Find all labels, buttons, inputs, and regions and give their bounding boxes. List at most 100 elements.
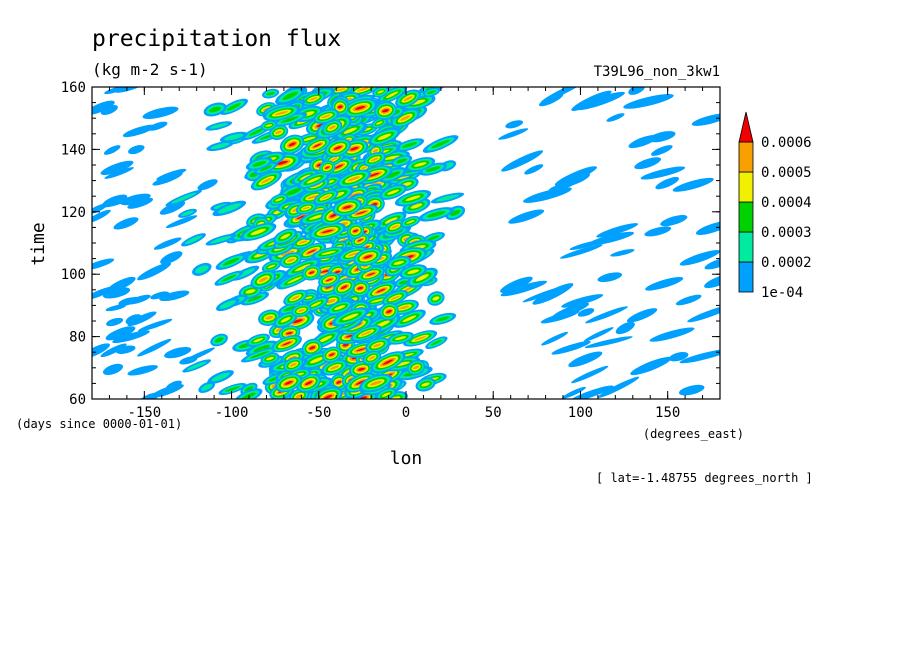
- precip-cell: [102, 194, 128, 207]
- colorbar-swatch: [738, 171, 754, 203]
- precip-contour: [369, 380, 382, 386]
- precip-contour: [413, 365, 420, 370]
- precip-contour: [280, 233, 291, 240]
- precip-contour: [282, 91, 298, 100]
- precip-cell: [218, 383, 247, 395]
- precip-cell: [392, 309, 426, 328]
- precip-cell: [394, 138, 425, 152]
- precip-cell: [634, 157, 662, 170]
- precip-contour: [102, 363, 124, 375]
- precip-cell: [386, 256, 412, 270]
- precip-cell: [319, 160, 336, 175]
- precip-cell: [179, 356, 198, 365]
- precip-cell: [381, 290, 409, 306]
- precip-cell: [568, 385, 614, 399]
- x-tick-label: 50: [485, 405, 502, 421]
- precip-contour: [350, 146, 359, 151]
- chart-subtitle: (kg m-2 s-1): [92, 60, 208, 79]
- precip-contour: [164, 346, 192, 359]
- precip-contour: [127, 294, 151, 305]
- precip-contour: [568, 351, 603, 368]
- precip-contour: [304, 296, 313, 300]
- precip-cell: [395, 89, 422, 108]
- precip-cell: [156, 168, 187, 181]
- y-axis-units: (days since 0000-01-01): [16, 417, 182, 431]
- precip-cell: [127, 365, 158, 376]
- precip-contour: [297, 308, 305, 312]
- precip-contour: [181, 210, 194, 217]
- colorbar-label: 0.0006: [761, 135, 812, 151]
- precip-contour: [197, 179, 218, 191]
- precip-cell: [92, 343, 110, 359]
- precip-contour: [501, 150, 544, 172]
- precip-contour: [400, 115, 411, 121]
- precip-cell: [246, 333, 270, 347]
- precip-contour: [115, 87, 144, 93]
- precip-contour: [431, 139, 450, 149]
- y-tick-label: 160: [61, 80, 86, 96]
- precip-contour: [508, 209, 545, 224]
- colorbar-label: 1e-04: [761, 285, 803, 301]
- precip-cell: [245, 340, 278, 357]
- precip-cell: [92, 258, 115, 270]
- precip-contour: [327, 299, 336, 304]
- precip-cell: [353, 247, 383, 266]
- precip-contour: [672, 177, 714, 192]
- precip-cell: [334, 121, 367, 140]
- precip-contour: [309, 346, 316, 350]
- precip-cell: [427, 291, 445, 306]
- precip-contour: [92, 209, 111, 224]
- precip-cell: [104, 167, 134, 179]
- precip-cell: [379, 302, 399, 321]
- precip-cell: [597, 376, 640, 398]
- precip-cell: [104, 87, 126, 95]
- precip-cell: [165, 189, 203, 207]
- chart-title: precipitation flux: [92, 26, 341, 52]
- precip-contour: [159, 290, 190, 302]
- precip-contour: [405, 195, 421, 201]
- precip-contour: [165, 380, 182, 391]
- precip-contour: [305, 381, 313, 386]
- precip-contour: [577, 308, 595, 317]
- precip-cell: [250, 270, 277, 289]
- precip-cell: [343, 98, 378, 118]
- precip-contour: [179, 356, 198, 365]
- precip-contour: [583, 327, 614, 342]
- precip-cell: [500, 280, 548, 297]
- precip-contour: [298, 240, 308, 244]
- precip-cell: [277, 302, 302, 316]
- precip-cell: [561, 386, 586, 399]
- precip-contour: [309, 214, 324, 220]
- precip-contour: [370, 157, 379, 162]
- precip-contour: [276, 160, 288, 165]
- precip-cell: [350, 324, 382, 342]
- precip-cell: [371, 117, 388, 129]
- precip-cell: [192, 262, 212, 276]
- precip-contour: [357, 87, 369, 92]
- precip-contour: [376, 288, 386, 293]
- precip-contour: [398, 280, 408, 285]
- precip-contour: [597, 376, 640, 398]
- precip-contour: [399, 305, 410, 310]
- precip-contour: [323, 394, 333, 399]
- precip-contour: [342, 205, 352, 209]
- precip-cell: [407, 359, 426, 376]
- precip-cell: [346, 222, 365, 240]
- precip-contour: [127, 197, 154, 209]
- precip-cell: [577, 308, 595, 317]
- precip-cell: [583, 327, 614, 342]
- precip-contour: [159, 201, 186, 215]
- precip-cell: [113, 217, 139, 230]
- precip-cell: [197, 179, 218, 191]
- precip-cell: [584, 336, 633, 348]
- precip-cell: [375, 387, 397, 399]
- precip-contour: [258, 277, 268, 283]
- precip-cell: [551, 340, 591, 355]
- precip-cell: [215, 253, 247, 270]
- precip-cell: [362, 350, 382, 365]
- precip-contour: [324, 166, 330, 169]
- precip-cell: [562, 173, 591, 187]
- precip-cell: [311, 246, 346, 260]
- precip-contour: [209, 123, 228, 129]
- precip-cell: [120, 193, 151, 206]
